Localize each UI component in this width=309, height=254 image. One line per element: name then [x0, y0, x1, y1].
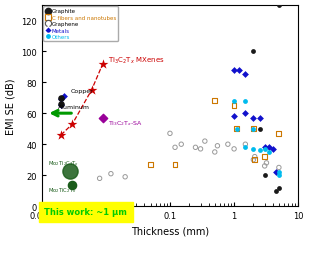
Point — [193, 146, 198, 150]
Point — [61, 95, 66, 99]
Point — [123, 175, 128, 179]
Point — [262, 155, 267, 159]
Point — [270, 147, 275, 151]
Point — [243, 112, 248, 116]
Point — [257, 149, 262, 153]
Point — [251, 158, 256, 162]
Point — [202, 139, 207, 144]
Point — [257, 127, 262, 131]
Point — [232, 99, 237, 103]
Point — [277, 173, 281, 178]
Point — [277, 186, 281, 190]
Point — [179, 142, 184, 147]
Point — [251, 127, 256, 131]
Point — [264, 161, 269, 165]
Point — [277, 170, 281, 174]
Point — [266, 146, 271, 150]
Point — [172, 146, 177, 150]
Point — [234, 127, 239, 131]
Point — [70, 122, 75, 126]
Point — [167, 132, 172, 136]
Point — [257, 116, 262, 120]
Point — [232, 68, 237, 72]
Text: Ti$_3$C$_2$T$_x$ MXenes: Ti$_3$C$_2$T$_x$ MXenes — [108, 56, 165, 66]
Point — [70, 183, 75, 187]
Text: Ti$_3$C$_2$T$_x$-SA: Ti$_3$C$_2$T$_x$-SA — [108, 119, 143, 128]
Point — [232, 147, 237, 151]
Point — [58, 104, 63, 108]
Point — [148, 163, 153, 167]
Point — [58, 102, 63, 106]
Point — [89, 88, 94, 92]
Point — [273, 189, 278, 193]
Point — [251, 147, 256, 151]
Point — [243, 146, 248, 150]
X-axis label: Thickness (mm): Thickness (mm) — [131, 226, 209, 236]
Point — [58, 96, 63, 100]
Point — [273, 170, 278, 174]
Point — [225, 142, 230, 147]
Point — [215, 144, 220, 148]
Y-axis label: EMI SE (dB): EMI SE (dB) — [6, 78, 15, 134]
Point — [68, 169, 73, 173]
Point — [243, 142, 248, 147]
Point — [234, 127, 239, 131]
Point — [262, 164, 267, 168]
Point — [212, 150, 217, 154]
Point — [212, 99, 217, 103]
Point — [262, 146, 267, 150]
Point — [232, 104, 237, 108]
Point — [243, 73, 248, 77]
Point — [277, 166, 281, 170]
Text: Mo$_2$TiC$_2$T$_x$: Mo$_2$TiC$_2$T$_x$ — [48, 185, 77, 194]
Point — [198, 147, 203, 151]
Point — [237, 68, 242, 72]
Point — [97, 177, 102, 181]
Text: Copper: Copper — [70, 89, 93, 94]
Point — [172, 163, 177, 167]
Text: Aluminum: Aluminum — [58, 104, 90, 109]
Point — [262, 147, 267, 151]
Point — [252, 155, 257, 159]
Legend: Graphite, C fibers and nanotubes, Graphene, Metals, Others: Graphite, C fibers and nanotubes, Graphe… — [43, 7, 118, 42]
Text: This work: ~1 μm: This work: ~1 μm — [44, 208, 127, 216]
Point — [243, 99, 248, 103]
Point — [277, 132, 281, 136]
Point — [251, 116, 256, 120]
Text: Mo$_2$Ti$_2$C$_3$T$_x$: Mo$_2$Ti$_2$C$_3$T$_x$ — [48, 159, 79, 168]
Point — [232, 115, 237, 119]
Point — [251, 50, 256, 54]
Point — [262, 173, 267, 178]
Point — [266, 150, 271, 154]
Point — [252, 158, 257, 162]
Point — [58, 133, 63, 137]
Point — [100, 62, 105, 66]
Point — [100, 116, 105, 120]
Point — [277, 4, 281, 8]
Point — [58, 98, 63, 102]
Point — [108, 172, 113, 176]
Point — [251, 127, 256, 131]
